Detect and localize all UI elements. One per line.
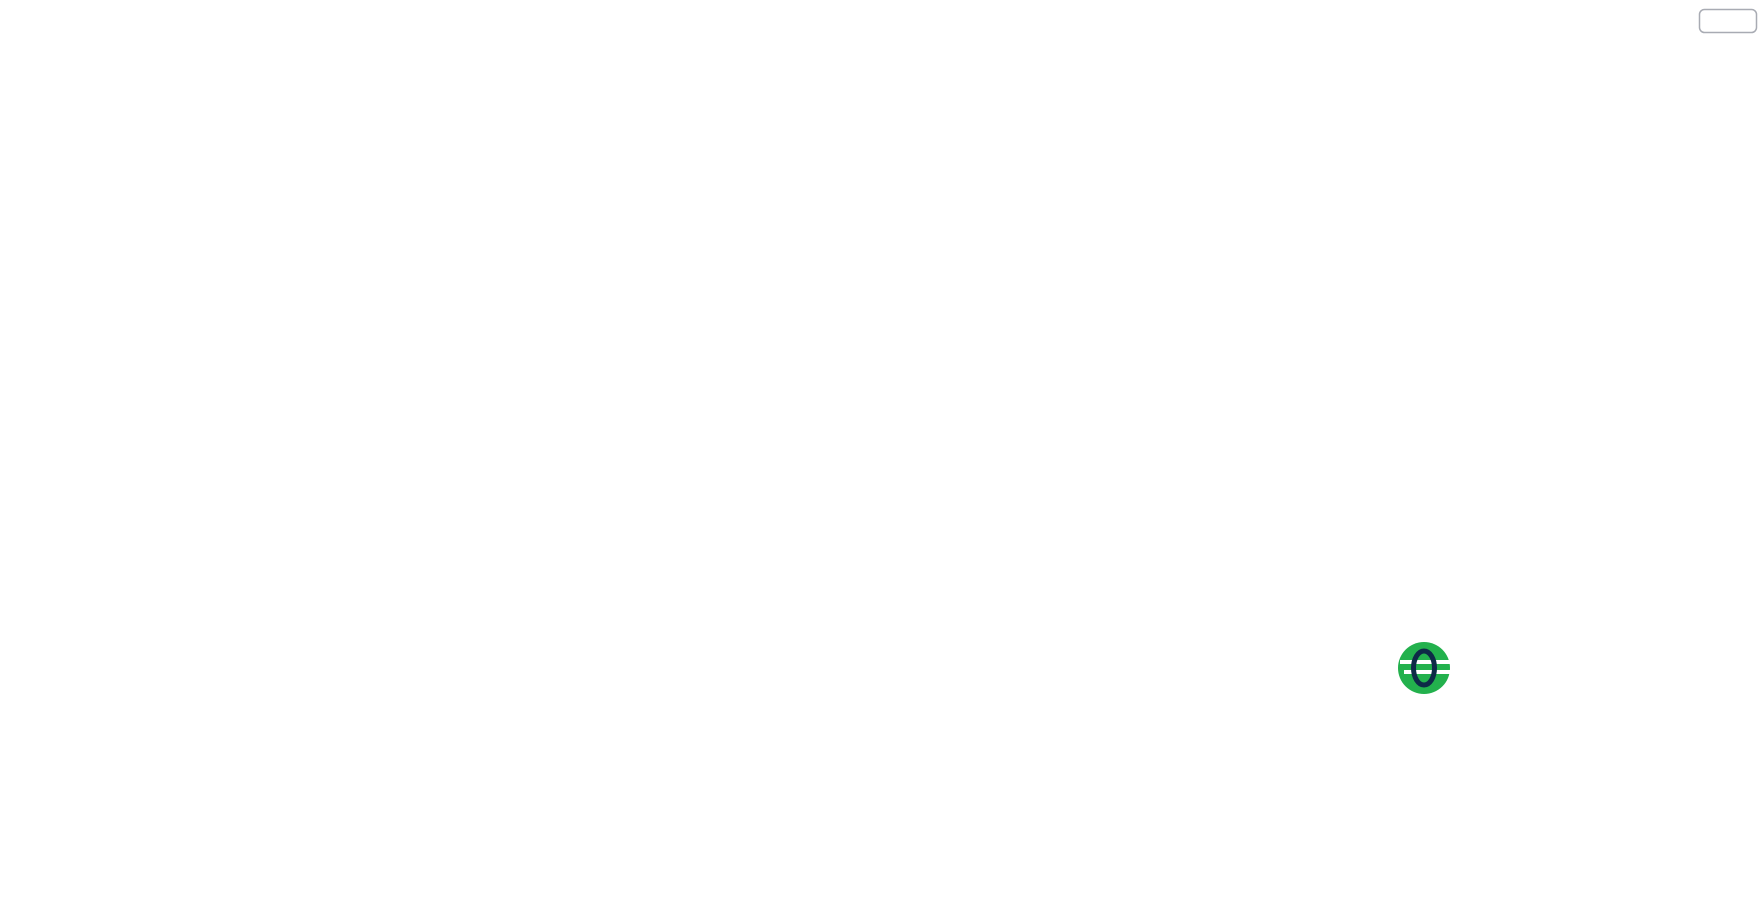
forex-logo bbox=[1398, 642, 1464, 694]
forex-logo-o-icon bbox=[1398, 642, 1464, 694]
currency-button[interactable] bbox=[1698, 8, 1758, 34]
